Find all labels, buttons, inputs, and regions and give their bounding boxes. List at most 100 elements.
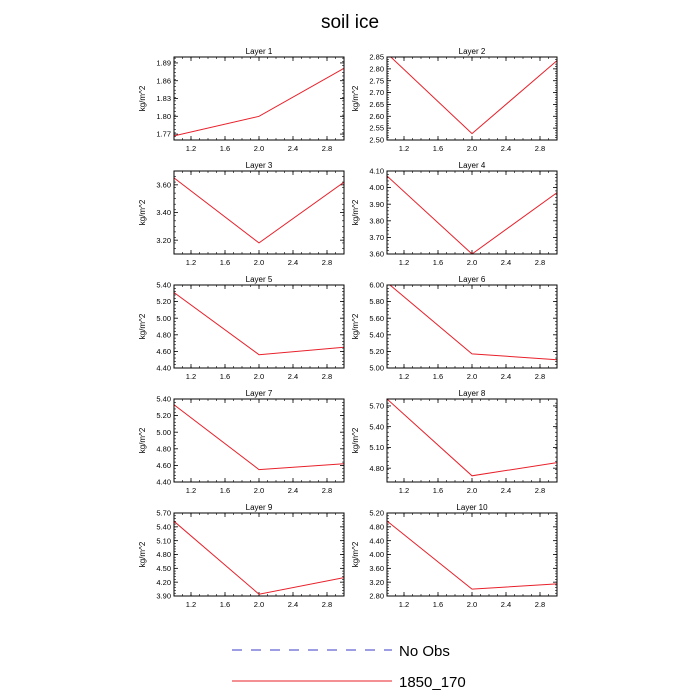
y-tick-label: 2.85 [369, 53, 384, 62]
panel-frame [386, 284, 558, 369]
x-tick-label: 2.0 [254, 144, 264, 153]
series-line-1850-170 [174, 292, 344, 356]
panel-frame [173, 512, 345, 597]
panel-layer-10: Layer 10 1.2 1.6 2.0 2.4 2.8 2.80 3.20 3.60 4.00 4… [351, 503, 558, 609]
x-tick-label: 1.6 [220, 372, 230, 381]
y-tick-label: 1.89 [156, 59, 171, 68]
y-tick-label: 4.80 [156, 330, 171, 339]
y-tick-label: 4.50 [156, 564, 171, 573]
legend-label-1850-170: 1850_170 [399, 674, 466, 691]
y-tick-label: 4.80 [369, 464, 384, 473]
panel-layer-2: Layer 2 1.2 1.6 2.0 2.4 2.8 2.50 2.55 2.60 2.65 2.… [351, 47, 558, 153]
y-tick-label: 3.90 [369, 200, 384, 209]
y-tick-label: 2.80 [369, 64, 384, 73]
x-tick-label: 2.4 [501, 372, 511, 381]
y-tick-label: 2.70 [369, 88, 384, 97]
y-tick-label: 4.60 [156, 461, 171, 470]
x-tick-label: 2.0 [254, 258, 264, 267]
y-tick-label: 4.10 [369, 167, 384, 176]
y-axis-label: kg/m^2 [138, 85, 147, 111]
x-tick-label: 2.4 [288, 372, 298, 381]
x-tick-label: 2.0 [254, 486, 264, 495]
x-tick-label: 2.4 [288, 258, 298, 267]
y-axis-label: kg/m^2 [351, 313, 360, 339]
panel-title: Layer 5 [246, 275, 273, 284]
x-tick-label: 2.0 [254, 600, 264, 609]
y-tick-label: 5.00 [156, 314, 171, 323]
panel-frame [386, 56, 558, 141]
x-tick-label: 2.8 [535, 372, 545, 381]
series-line-1850-170 [390, 57, 557, 135]
y-tick-label: 2.50 [369, 136, 384, 145]
y-tick-label: 3.90 [156, 592, 171, 601]
y-tick-label: 1.83 [156, 94, 171, 103]
panel-layer-6: Layer 6 1.2 1.6 2.0 2.4 2.8 5.00 5.20 5.40 5.60 5.… [351, 275, 558, 381]
x-tick-label: 2.0 [467, 144, 477, 153]
x-tick-label: 2.4 [501, 486, 511, 495]
panel-title: Layer 8 [459, 389, 486, 398]
x-tick-label: 2.8 [535, 258, 545, 267]
y-tick-label: 3.60 [369, 250, 384, 259]
y-tick-label: 4.80 [369, 522, 384, 531]
x-tick-label: 2.8 [535, 600, 545, 609]
x-tick-label: 1.2 [399, 144, 409, 153]
x-tick-label: 1.6 [220, 486, 230, 495]
panel-title: Layer 1 [246, 47, 273, 56]
panel-frame [173, 398, 345, 483]
y-axis-label: kg/m^2 [138, 199, 147, 225]
y-tick-label: 5.40 [156, 522, 171, 531]
y-tick-label: 4.40 [369, 536, 384, 545]
x-tick-label: 1.6 [433, 600, 443, 609]
panel-layer-3: Layer 3 1.2 1.6 2.0 2.4 2.8 3.20 3.40 3.60 kg/m^2 [138, 161, 345, 267]
y-tick-label: 4.80 [156, 550, 171, 559]
y-tick-label: 5.00 [369, 364, 384, 373]
x-tick-label: 1.2 [399, 258, 409, 267]
x-tick-label: 2.0 [467, 600, 477, 609]
x-tick-label: 1.2 [399, 372, 409, 381]
series-line-1850-170 [387, 399, 557, 477]
panel-layer-8: Layer 8 1.2 1.6 2.0 2.4 2.8 4.80 5.10 5.40 5.70 kg… [351, 389, 558, 495]
x-tick-label: 2.0 [254, 372, 264, 381]
y-axis-label: kg/m^2 [138, 541, 147, 567]
y-tick-label: 4.40 [156, 478, 171, 487]
x-tick-label: 2.8 [322, 144, 332, 153]
panel-layer-4: Layer 4 1.2 1.6 2.0 2.4 2.8 3.60 3.70 3.80 3.90 4.… [351, 161, 558, 267]
y-tick-label: 4.40 [156, 364, 171, 373]
x-tick-label: 1.6 [433, 144, 443, 153]
panel-title: Layer 3 [246, 161, 273, 170]
y-tick-label: 5.10 [156, 536, 171, 545]
figure-title: soil ice [321, 12, 379, 33]
x-tick-label: 2.4 [288, 486, 298, 495]
y-tick-label: 4.00 [369, 550, 384, 559]
x-tick-label: 1.6 [433, 372, 443, 381]
y-tick-label: 5.40 [369, 330, 384, 339]
y-tick-label: 5.60 [369, 314, 384, 323]
panel-title: Layer 6 [459, 275, 486, 284]
panel-title: Layer 7 [246, 389, 273, 398]
y-tick-label: 2.55 [369, 124, 384, 133]
x-tick-label: 2.4 [501, 258, 511, 267]
y-tick-label: 4.00 [369, 183, 384, 192]
y-tick-label: 5.70 [369, 402, 384, 411]
x-tick-label: 1.2 [186, 486, 196, 495]
y-tick-label: 3.20 [156, 236, 171, 245]
panel-layer-7: Layer 7 1.2 1.6 2.0 2.4 2.8 4.40 4.60 4.80 5.00 5.… [138, 389, 345, 495]
y-axis-label: kg/m^2 [351, 541, 360, 567]
x-tick-label: 2.4 [288, 600, 298, 609]
series-line-1850-170 [174, 177, 344, 244]
y-tick-label: 1.80 [156, 112, 171, 121]
panel-title: Layer 9 [246, 503, 273, 512]
panel-frame [173, 170, 345, 255]
y-tick-label: 4.60 [156, 347, 171, 356]
panel-title: Layer 2 [459, 47, 486, 56]
x-tick-label: 1.6 [433, 486, 443, 495]
y-tick-label: 4.80 [156, 444, 171, 453]
x-tick-label: 1.2 [186, 144, 196, 153]
x-tick-label: 2.4 [501, 600, 511, 609]
x-tick-label: 2.4 [288, 144, 298, 153]
y-tick-label: 3.80 [369, 216, 384, 225]
y-tick-label: 5.70 [156, 509, 171, 518]
x-tick-label: 1.2 [186, 372, 196, 381]
x-tick-label: 2.8 [322, 486, 332, 495]
y-tick-label: 5.20 [156, 297, 171, 306]
